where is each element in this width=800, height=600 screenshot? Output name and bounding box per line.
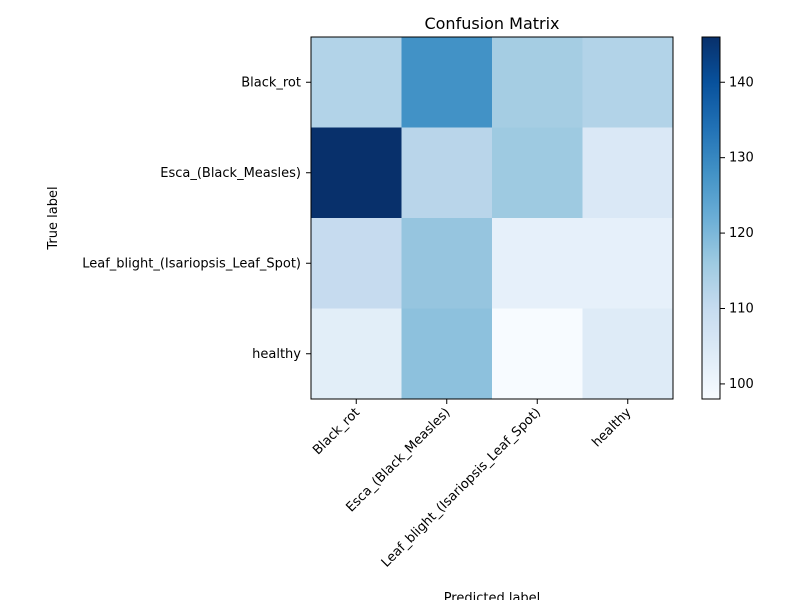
heatmap-cell: [582, 127, 674, 219]
x-axis-ticks: Black_rotEsca_(Black_Measles)Leaf_blight…: [310, 399, 635, 571]
heatmap-cells: [311, 37, 674, 400]
chart-title: Confusion Matrix: [424, 14, 559, 33]
heatmap-cell: [311, 308, 402, 400]
y-tick-label: Black_rot: [241, 75, 301, 90]
colorbar-tick-label: 140: [729, 75, 754, 90]
heatmap-cell: [492, 37, 583, 128]
heatmap-cell: [311, 218, 402, 309]
heatmap-cell: [582, 218, 674, 309]
y-tick-label: healthy: [252, 347, 301, 362]
plot-frame: [310, 36, 674, 400]
x-axis-label: Predicted label: [444, 591, 541, 600]
colorbar-tick-label: 120: [729, 226, 754, 241]
x-tick-label: Black_rot: [310, 405, 363, 458]
x-tick-label: Esca_(Black_Measles): [343, 405, 453, 515]
y-tick-label: Leaf_blight_(Isariopsis_Leaf_Spot): [82, 256, 301, 271]
y-tick-label: Esca_(Black_Measles): [160, 166, 301, 181]
heatmap-cell: [401, 218, 493, 309]
heatmap-cell: [401, 308, 493, 400]
heatmap-cell: [492, 218, 583, 309]
heatmap-cell: [311, 37, 402, 128]
heatmap-cell: [401, 37, 493, 128]
heatmap-cell: [582, 37, 674, 128]
colorbar-tick-label: 110: [729, 302, 754, 317]
colorbar-ticks: 100 110 120 130 140: [720, 75, 754, 392]
x-tick-label: healthy: [589, 405, 634, 450]
colorbar-tick-label: 100: [729, 377, 754, 392]
y-axis-ticks: Black_rot Esca_(Black_Measles) Leaf_blight…: [82, 75, 311, 362]
heatmap-cell: [311, 127, 402, 219]
x-tick-label: Leaf_blight_(Isariopsis_Leaf_Spot): [379, 405, 544, 570]
heatmap-cell: [401, 127, 493, 219]
colorbar-tick-label: 130: [729, 151, 754, 166]
heatmap-cell: [492, 127, 583, 219]
heatmap-cell: [492, 308, 583, 400]
colorbar: [701, 36, 721, 400]
heatmap-cell: [582, 308, 674, 400]
y-axis-label: True label: [46, 186, 61, 250]
